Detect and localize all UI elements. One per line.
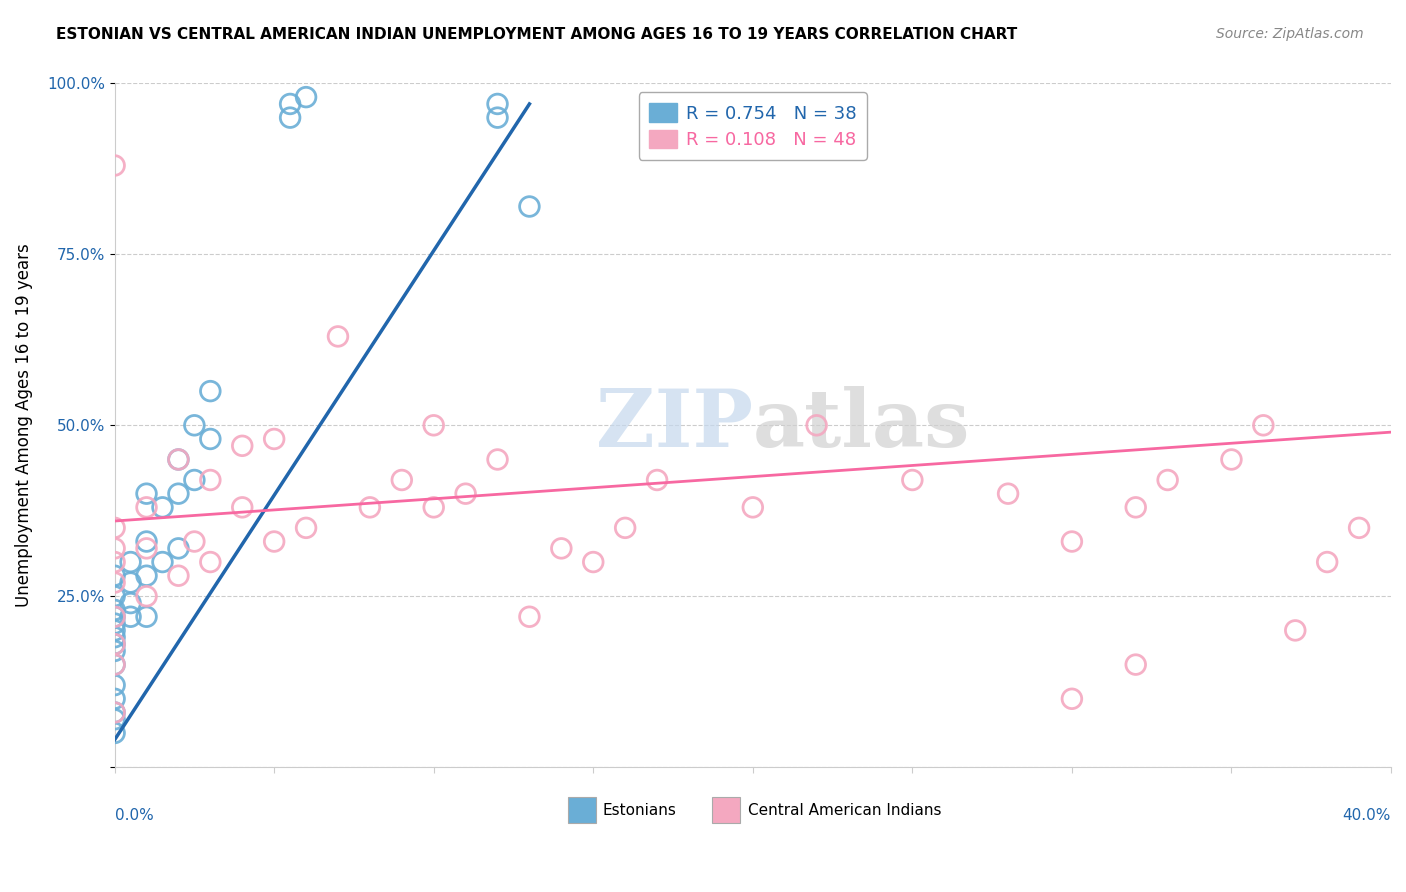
Point	[278, 97, 301, 112]
Point	[104, 637, 127, 651]
Point	[135, 534, 157, 549]
Point	[1156, 473, 1178, 487]
Point	[104, 637, 127, 651]
Point	[263, 432, 285, 446]
Point	[104, 691, 127, 706]
Point	[120, 555, 142, 569]
Text: atlas: atlas	[752, 386, 970, 465]
Point	[519, 200, 541, 214]
Point	[104, 726, 127, 740]
Point	[104, 678, 127, 692]
Point	[104, 521, 127, 535]
Point	[1284, 624, 1306, 638]
Point	[104, 575, 127, 590]
Point	[183, 534, 205, 549]
Point	[104, 616, 127, 631]
Point	[200, 384, 222, 398]
Point	[550, 541, 572, 556]
Point	[263, 534, 285, 549]
Point	[582, 555, 605, 569]
Legend: R = 0.754   N = 38, R = 0.108   N = 48: R = 0.754 N = 38, R = 0.108 N = 48	[638, 93, 868, 160]
Point	[120, 596, 142, 610]
Point	[391, 473, 413, 487]
Point	[326, 329, 349, 343]
Point	[104, 159, 127, 173]
Point	[135, 568, 157, 582]
Point	[104, 657, 127, 672]
Point	[104, 712, 127, 726]
Point	[104, 644, 127, 658]
Point	[295, 90, 318, 104]
Point	[200, 473, 222, 487]
Point	[231, 439, 253, 453]
Point	[1060, 534, 1083, 549]
Point	[200, 555, 222, 569]
Point	[167, 452, 190, 467]
Point	[167, 486, 190, 500]
Point	[135, 541, 157, 556]
Point	[645, 473, 668, 487]
Y-axis label: Unemployment Among Ages 16 to 19 years: Unemployment Among Ages 16 to 19 years	[15, 244, 32, 607]
Point	[231, 500, 253, 515]
Point	[152, 555, 174, 569]
Point	[104, 630, 127, 644]
Point	[104, 589, 127, 603]
Point	[1220, 452, 1243, 467]
Point	[200, 432, 222, 446]
Point	[1060, 691, 1083, 706]
Point	[1125, 657, 1147, 672]
Point	[167, 541, 190, 556]
Point	[997, 486, 1019, 500]
Point	[104, 657, 127, 672]
Point	[135, 589, 157, 603]
Point	[167, 568, 190, 582]
Point	[359, 500, 381, 515]
Bar	[711, 797, 740, 823]
Text: ESTONIAN VS CENTRAL AMERICAN INDIAN UNEMPLOYMENT AMONG AGES 16 TO 19 YEARS CORRE: ESTONIAN VS CENTRAL AMERICAN INDIAN UNEM…	[56, 27, 1018, 42]
Point	[422, 418, 444, 433]
Text: ZIP: ZIP	[596, 386, 752, 465]
Point	[806, 418, 828, 433]
Point	[614, 521, 637, 535]
Text: Central American Indians: Central American Indians	[748, 803, 941, 818]
Point	[486, 111, 509, 125]
Point	[901, 473, 924, 487]
Point	[120, 575, 142, 590]
Point	[183, 473, 205, 487]
Point	[1348, 521, 1371, 535]
Point	[104, 568, 127, 582]
Bar	[568, 797, 596, 823]
Point	[104, 609, 127, 624]
Point	[278, 111, 301, 125]
Point	[152, 500, 174, 515]
Point	[1316, 555, 1339, 569]
Text: Estonians: Estonians	[602, 803, 676, 818]
Point	[167, 452, 190, 467]
Point	[104, 609, 127, 624]
Point	[104, 603, 127, 617]
Point	[295, 521, 318, 535]
Point	[519, 609, 541, 624]
Point	[104, 706, 127, 720]
Point	[104, 555, 127, 569]
Point	[741, 500, 763, 515]
Point	[135, 500, 157, 515]
Point	[486, 452, 509, 467]
Text: 0.0%: 0.0%	[115, 808, 153, 823]
Point	[422, 500, 444, 515]
Point	[104, 624, 127, 638]
Text: 40.0%: 40.0%	[1343, 808, 1391, 823]
Point	[104, 541, 127, 556]
Point	[1253, 418, 1275, 433]
Point	[454, 486, 477, 500]
Point	[120, 609, 142, 624]
Text: Source: ZipAtlas.com: Source: ZipAtlas.com	[1216, 27, 1364, 41]
Point	[135, 609, 157, 624]
Point	[104, 706, 127, 720]
Point	[1125, 500, 1147, 515]
Point	[183, 418, 205, 433]
Point	[135, 486, 157, 500]
Point	[486, 97, 509, 112]
